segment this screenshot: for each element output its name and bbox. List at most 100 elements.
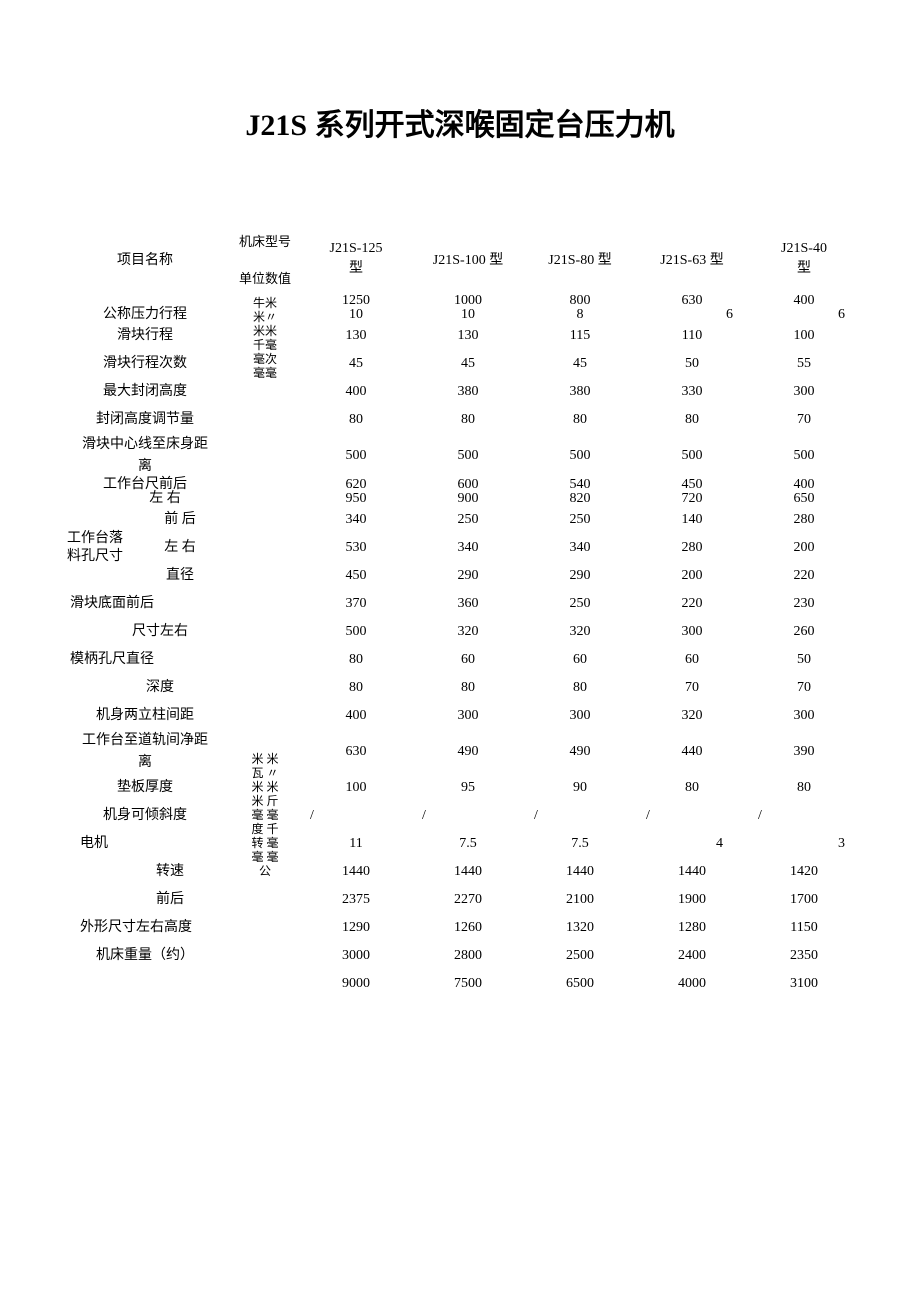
cell: 80 [300, 674, 412, 702]
cell: 500 [300, 434, 412, 478]
cell: 400 [300, 702, 412, 730]
cell: 100 [300, 774, 412, 802]
cell: 2100 [524, 886, 636, 914]
cell: 2500 [524, 942, 636, 970]
param-row: 外形尺寸左右高度 [60, 914, 230, 942]
cell: 820 [524, 492, 636, 506]
cell: / [636, 802, 748, 830]
cell: 220 [636, 590, 748, 618]
cell: 250 [524, 506, 636, 534]
cell: 7.5 [524, 830, 636, 858]
cell: 7.5 [412, 830, 524, 858]
cell: 115 [524, 322, 636, 350]
cell: 600 [412, 478, 524, 492]
param-row: 工作台落料孔尺寸 前 后 左 右 直径 [60, 506, 230, 590]
cell: 3000 [300, 942, 412, 970]
cell: 6500 [524, 970, 636, 998]
cell: 280 [748, 506, 860, 534]
model-label: 机床型号 [239, 231, 291, 250]
cell: 11 [300, 830, 412, 858]
cell: 2800 [412, 942, 524, 970]
cell: 140 [636, 506, 748, 534]
cell: 110 [636, 322, 748, 350]
cell: 1420 [748, 858, 860, 886]
param-row: 机床重量（约） [60, 942, 230, 970]
cell: 540 [524, 478, 636, 492]
cell: 500 [636, 434, 748, 478]
cell: 1260 [412, 914, 524, 942]
unit-block-1: 牛米 米〃 米米 千毫 毫次 毫毫 [230, 294, 300, 452]
cell: 500 [300, 618, 412, 646]
cell: 260 [748, 618, 860, 646]
model-header: J21S-63 型 [636, 224, 748, 294]
param-row: 滑块行程次数 [60, 350, 230, 378]
cell: 300 [748, 702, 860, 730]
cell: 95 [412, 774, 524, 802]
cell: 500 [412, 434, 524, 478]
cell: 2350 [748, 942, 860, 970]
cell: 900 [412, 492, 524, 506]
param-row: 机身两立柱间距 [60, 702, 230, 730]
cell: 80 [412, 674, 524, 702]
cell: 320 [412, 618, 524, 646]
cell: 380 [412, 378, 524, 406]
cell: 60 [636, 646, 748, 674]
cell: 330 [636, 378, 748, 406]
model-header: J21S-100 型 [412, 224, 524, 294]
cell: 490 [412, 730, 524, 774]
cell: 10 [412, 308, 524, 322]
cell: 650 [748, 492, 860, 506]
cell: 400 [748, 294, 860, 308]
units-column: 机床型号 单位数值 牛米 米〃 米米 千毫 毫次 毫毫 米 米 瓦 〃 米 米 … [230, 224, 300, 998]
cell: 100 [748, 322, 860, 350]
cell: 220 [748, 562, 860, 590]
unit-label: 单位数值 [239, 268, 291, 287]
cell: 45 [524, 350, 636, 378]
cell: / [748, 802, 860, 830]
cell: 800 [524, 294, 636, 308]
cell: 7500 [412, 970, 524, 998]
cell: 290 [412, 562, 524, 590]
spec-table: 项目名称 公称压力行程 滑块行程 滑块行程次数 最大封闭高度 封闭高度调节量 滑… [60, 224, 860, 998]
cell: 80 [300, 646, 412, 674]
cell: 70 [636, 674, 748, 702]
param-row [60, 294, 230, 308]
param-name-column: 项目名称 公称压力行程 滑块行程 滑块行程次数 最大封闭高度 封闭高度调节量 滑… [60, 224, 230, 998]
cell: 4 [636, 830, 748, 858]
cell: 130 [300, 322, 412, 350]
cell: 300 [412, 702, 524, 730]
cell: 370 [300, 590, 412, 618]
cell: 45 [412, 350, 524, 378]
cell: 400 [748, 478, 860, 492]
cell: 320 [524, 618, 636, 646]
cell: 1290 [300, 914, 412, 942]
param-row: 封闭高度调节量 [60, 406, 230, 434]
param-row: 滑块行程 [60, 322, 230, 350]
param-row: 转速 [60, 858, 230, 886]
param-row: 公称压力行程 [60, 308, 230, 322]
cell: 80 [524, 406, 636, 434]
header-name-label: 项目名称 [60, 224, 230, 294]
cell: 60 [412, 646, 524, 674]
cell: 45 [300, 350, 412, 378]
param-row: 左 右 [60, 492, 230, 506]
cell: 340 [412, 534, 524, 562]
model-col-1: J21S-100 型 1000 10 130 45 380 80 500 600… [412, 224, 524, 998]
unit-block-2: 米 米 瓦 〃 米 米 米 斤 毫 毫 度 千 转 毫 毫 毫 公 [230, 752, 300, 952]
param-row: 最大封闭高度 [60, 378, 230, 406]
cell: 1700 [748, 886, 860, 914]
cell: 500 [748, 434, 860, 478]
cell: 1900 [636, 886, 748, 914]
cell: 6 [636, 308, 748, 322]
cell: 70 [748, 674, 860, 702]
cell: 80 [636, 774, 748, 802]
cell: 300 [748, 378, 860, 406]
model-header: J21S-40型 [748, 224, 860, 294]
cell: 2375 [300, 886, 412, 914]
cell: 3 [748, 830, 860, 858]
cell: 1440 [300, 858, 412, 886]
cell: 380 [524, 378, 636, 406]
model-header: J21S-80 型 [524, 224, 636, 294]
cell: 320 [636, 702, 748, 730]
cell: 1440 [412, 858, 524, 886]
